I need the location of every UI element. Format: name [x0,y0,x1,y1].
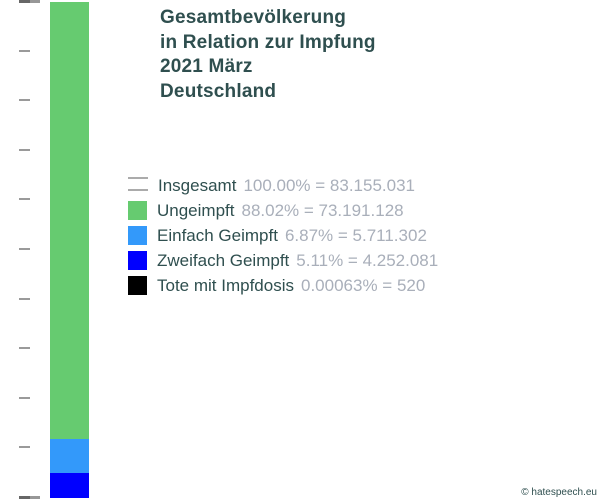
legend-value: 5.11% = 4.252.081 [296,250,439,270]
y-axis-tick [19,49,30,52]
copyright-watermark: © hatespeech.eu [521,487,597,498]
legend-value: 88.02% = 73.191.128 [241,200,404,220]
ungeimpft-swatch-icon [128,201,147,220]
y-axis-tick [19,148,30,151]
y-axis-tick [19,446,30,449]
einfach-geimpft-swatch-icon [128,226,147,245]
stacked-bar [50,2,89,498]
y-axis-major-tick [19,496,40,499]
legend-row-zweifach-geimpft: Zweifach Geimpft 5.11% = 4.252.081 [128,248,438,273]
y-axis [0,0,45,500]
title-line-1: Gesamtbevölkerung [160,7,347,28]
y-axis-major-tick [19,0,40,3]
bar-segment-zweifach-geimpft [50,472,89,498]
legend-row-insgesamt: Insgesamt 100.00% = 83.155.031 [128,173,438,198]
legend-row-ungeimpft: Ungeimpft 88.02% = 73.191.128 [128,198,438,223]
bar-segment-ungeimpft [50,2,89,439]
legend-row-tote-mit-impfdosis: Tote mit Impfdosis 0.00063% = 520 [128,273,438,298]
y-axis-tick [19,347,30,350]
y-axis-tick [19,297,30,300]
y-axis-tick [19,99,30,102]
legend-value: 0.00063% = 520 [301,275,426,295]
zweifach-geimpft-swatch-icon [128,251,147,270]
insgesamt-line-marker-icon [128,176,148,195]
legend-label: Einfach Geimpft [157,225,278,245]
title-line-4: Deutschland [160,80,277,102]
legend-label: Insgesamt [158,175,237,195]
legend-row-einfach-geimpft: Einfach Geimpft 6.87% = 5.711.302 [128,223,438,248]
legend-value: 100.00% = 83.155.031 [243,175,416,195]
legend-value: 6.87% = 5.711.302 [284,225,427,245]
legend-label: Zweifach Geimpft [157,250,290,270]
legend-label: Tote mit Impfdosis [157,275,294,295]
tote-mit-impfdosis-swatch-icon [128,276,147,295]
chart-title: Gesamtbevölkerung in Relation zur Impfun… [160,6,376,104]
title-line-3: 2021 März [160,56,253,77]
bar-segment-einfach-geimpft [50,438,89,473]
y-axis-tick [19,396,30,399]
legend: Insgesamt 100.00% = 83.155.031 Ungeimpft… [128,173,438,298]
legend-label: Ungeimpft [157,200,235,220]
y-axis-tick [19,248,30,250]
title-line-2: in Relation zur Impfung [160,31,376,53]
y-axis-tick [19,198,30,201]
